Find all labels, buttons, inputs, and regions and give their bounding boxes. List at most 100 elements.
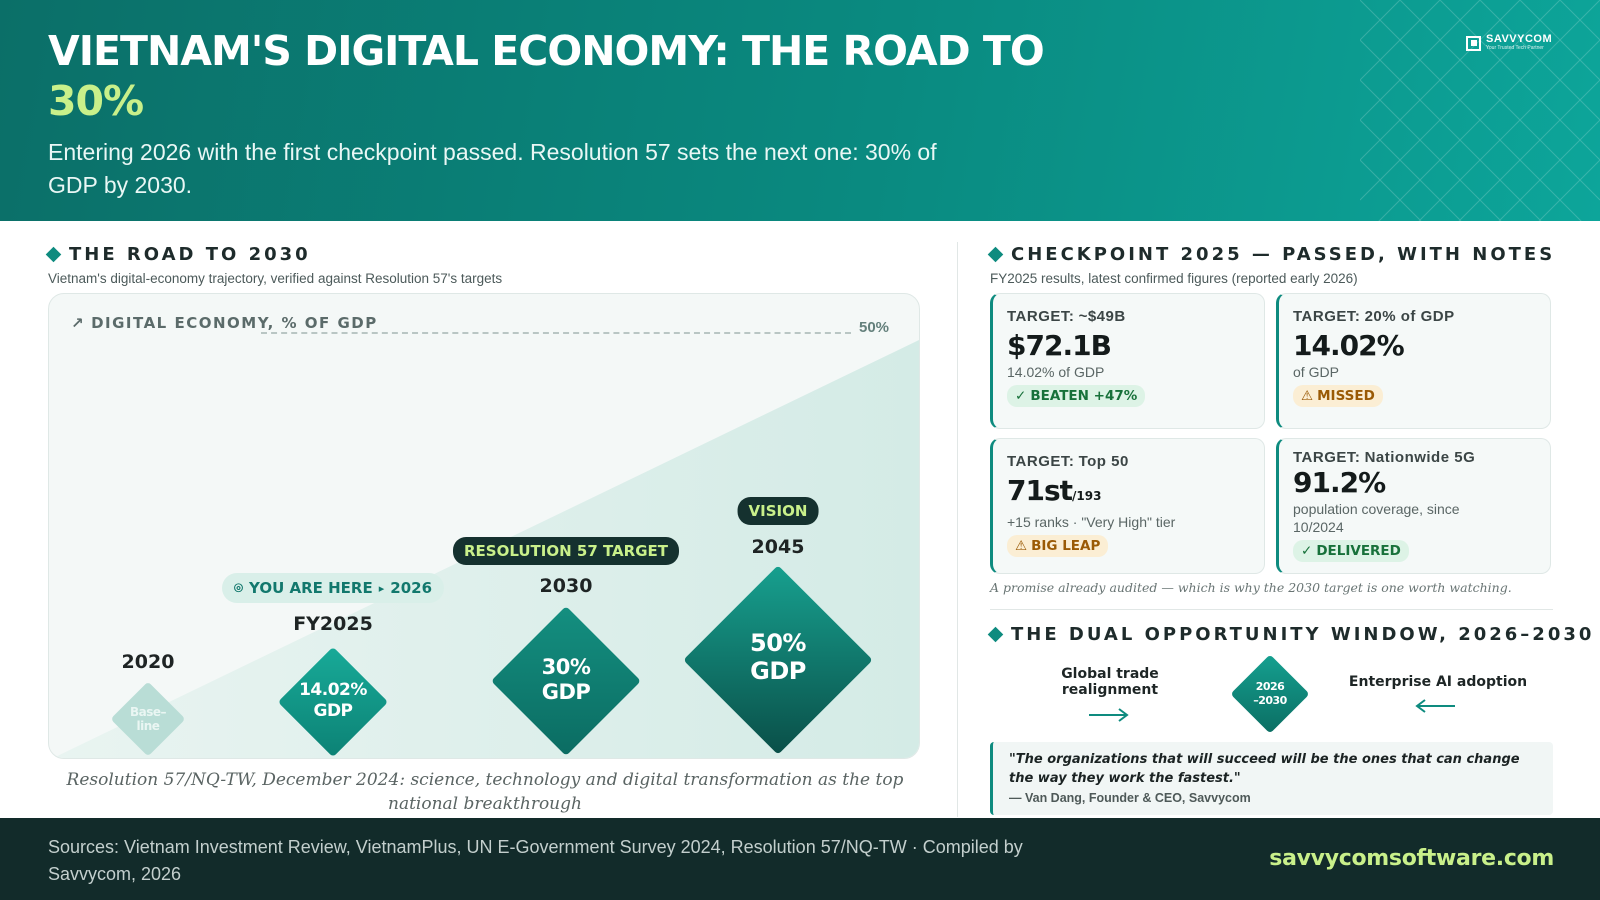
card-target-label: TARGET: (1007, 453, 1075, 470)
card-value: $72.1B (1007, 329, 1112, 362)
check-icon: ✓ (1015, 388, 1027, 404)
card-target: TARGET: 20% of GDP (1293, 308, 1536, 325)
milestone-value-2045: 50% (750, 629, 806, 657)
savvycom-logo[interactable]: SAVVYCOM Your Trusted Tech Partner (1466, 34, 1552, 52)
diamond-bullet-icon (987, 626, 1004, 643)
dual-window-heading-text: THE DUAL OPPORTUNITY WINDOW, 2026–2030 (1011, 624, 1595, 645)
resolution-target-tag: RESOLUTION 57 TARGET (452, 537, 680, 565)
card-note: of GDP (1293, 364, 1339, 380)
ai-adoption-label: Enterprise AI adoption (1348, 674, 1528, 690)
status-badge: ✓ BEATEN +47% (1007, 385, 1146, 407)
footer: Sources: Vietnam Investment Review, Viet… (0, 818, 1600, 900)
location-pin-icon: ⌾ (233, 579, 244, 597)
card-target: TARGET: Top 50 (1007, 453, 1250, 470)
dual-window-heading: THE DUAL OPPORTUNITY WINDOW, 2026–2030 (987, 624, 1595, 645)
checkpoint-heading-text: CHECKPOINT 2025 — PASSED, WITH NOTES (1011, 244, 1556, 265)
you-are-here-tag: ⌾ YOU ARE HERE ▸ 2026 (221, 573, 445, 603)
status-badge: ✓ DELIVERED (1293, 540, 1409, 562)
logo-tagline: Your Trusted Tech Partner (1486, 45, 1544, 51)
trajectory-chart: ↗ DIGITAL ECONOMY, % OF GDP 50% 2020 Bas… (48, 293, 920, 759)
window-diamond-label: 2026 –2030 (1245, 680, 1295, 708)
checkpoint-card-gdp-share: TARGET: 20% of GDP 14.02% of GDP ⚠ MISSE… (1276, 293, 1551, 429)
title-accent: 30% (48, 77, 144, 125)
road-subheading: Vietnam's digital-economy trajectory, ve… (48, 271, 503, 286)
card-target: TARGET: ~$49B (1007, 308, 1250, 325)
trade-realignment-label: Global trade realignment (1061, 666, 1159, 698)
page-title: VIETNAM'S DIGITAL ECONOMY: THE ROAD TO 3… (48, 26, 1068, 126)
milestone-unit-2025: GDP (313, 701, 353, 721)
reference-line-50 (261, 332, 851, 334)
sources-text: Sources: Vietnam Investment Review, Viet… (48, 837, 1023, 884)
reference-label: 50% (859, 319, 890, 336)
card-value: 91.2% (1293, 466, 1386, 499)
chart-caption: Resolution 57/NQ-TW, December 2024: scie… (66, 770, 904, 814)
checkpoint-subheading: FY2025 results, latest confirmed figures… (990, 271, 1358, 286)
status-badge: ⚠ BIG LEAP (1007, 535, 1109, 557)
status-badge-text: BEATEN +47% (1030, 388, 1138, 404)
section-divider (990, 609, 1553, 610)
status-badge-text: MISSED (1317, 388, 1375, 404)
card-value: 14.02% (1293, 329, 1405, 362)
road-heading: THE ROAD TO 2030 (45, 244, 311, 265)
card-target: TARGET: Nationwide 5G (1293, 449, 1536, 466)
milestone-year-2020: 2020 (121, 651, 175, 673)
check-icon: ✓ (1301, 543, 1313, 559)
you-are-here-year: 2026 (390, 579, 433, 597)
card-value-suffix: /193 (1072, 489, 1102, 503)
milestone-label-2045: 50% GDP (723, 629, 833, 685)
diamond-pattern (1360, 0, 1600, 221)
audit-note: A promise already audited — which is why… (990, 580, 1512, 595)
you-are-here-text: YOU ARE HERE (249, 579, 373, 597)
milestone-label-2020: Base–line (129, 705, 167, 733)
ceo-quote: "The organizations that will succeed wil… (990, 742, 1553, 815)
milestone-value-2025: 14.02% (299, 680, 367, 700)
quote-author: — Van Dang, Founder & CEO, Savvycom (1009, 791, 1251, 805)
warning-icon: ⚠ (1015, 538, 1028, 554)
card-target-label: TARGET: (1293, 308, 1361, 325)
window-end-year: –2030 (1253, 694, 1287, 707)
card-note: 14.02% of GDP (1007, 364, 1105, 380)
milestone-unit-2045: GDP (750, 657, 806, 685)
card-note: +15 ranks · "Very High" tier (1007, 514, 1176, 530)
milestone-unit-2030: GDP (541, 680, 591, 704)
card-target-label: TARGET: (1293, 449, 1361, 466)
card-target-value: 20% of GDP (1364, 308, 1455, 325)
column-divider (957, 242, 958, 817)
road-heading-text: THE ROAD TO 2030 (69, 244, 311, 265)
card-target-value: Nationwide 5G (1364, 449, 1476, 466)
card-value-main: 71st (1007, 474, 1073, 507)
vision-tag: VISION (737, 497, 819, 525)
play-arrow-icon: ▸ (378, 581, 385, 595)
checkpoint-heading: CHECKPOINT 2025 — PASSED, WITH NOTES (987, 244, 1556, 265)
status-badge-text: DELIVERED (1316, 543, 1401, 559)
chart-label: ↗ DIGITAL ECONOMY, % OF GDP (71, 314, 378, 332)
chart-label-text: DIGITAL ECONOMY, % OF GDP (91, 314, 378, 332)
status-badge: ⚠ MISSED (1293, 385, 1383, 407)
arrow-right-icon (1089, 708, 1129, 722)
checkpoint-card-revenue: TARGET: ~$49B $72.1B 14.02% of GDP ✓ BEA… (990, 293, 1265, 429)
card-note: population coverage, since 10/2024 (1293, 501, 1460, 535)
quote-text: "The organizations that will succeed wil… (1009, 752, 1520, 786)
milestone-year-2025: FY2025 (293, 613, 373, 635)
milestone-label-2025: 14.02% GDP (293, 680, 373, 722)
trend-up-icon: ↗ (71, 314, 86, 332)
arrow-left-icon (1415, 699, 1455, 713)
header-banner: VIETNAM'S DIGITAL ECONOMY: THE ROAD TO 3… (0, 0, 1600, 221)
page-subtitle: Entering 2026 with the first checkpoint … (48, 139, 937, 198)
milestone-year-2030: 2030 (539, 575, 593, 597)
logo-mark-icon (1466, 35, 1481, 51)
logo-name: SAVVYCOM (1486, 33, 1553, 45)
card-target-value: ~$49B (1078, 308, 1126, 325)
milestone-label-2030: 30% GDP (516, 655, 616, 705)
milestone-year-2045: 2045 (751, 536, 805, 558)
card-value: 71st/193 (1007, 474, 1250, 513)
warning-icon: ⚠ (1301, 388, 1314, 404)
website-link[interactable]: savvycomsoftware.com (1269, 846, 1554, 871)
milestone-value-2030: 30% (541, 655, 591, 679)
window-start-year: 2026 (1255, 680, 1285, 693)
status-badge-text: BIG LEAP (1031, 538, 1101, 554)
card-target-value: Top 50 (1078, 453, 1129, 470)
diamond-bullet-icon (45, 246, 62, 263)
card-target-label: TARGET: (1007, 308, 1075, 325)
title-line: VIETNAM'S DIGITAL ECONOMY: THE ROAD TO (48, 27, 1045, 75)
